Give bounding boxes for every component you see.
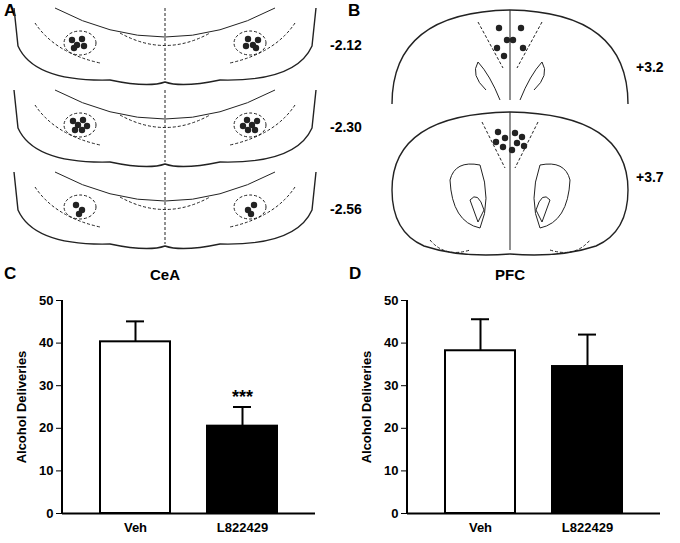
svg-text:40: 40 (39, 335, 53, 350)
svg-text:10: 10 (384, 463, 398, 478)
html-text:D: D (349, 264, 362, 283)
svg-text:40: 40 (384, 335, 398, 350)
html-text:CeA: CeA (150, 266, 180, 283)
svg-text:0: 0 (391, 506, 398, 521)
html-text:C: C (4, 264, 17, 283)
svg-text:***: *** (232, 387, 253, 407)
svg-text:20: 20 (39, 420, 53, 435)
svg-text:10: 10 (39, 463, 53, 478)
svg-text:L822429: L822429 (562, 520, 613, 535)
svg-text:+3.7: +3.7 (636, 169, 664, 185)
svg-text:30: 30 (384, 378, 398, 393)
svg-text:50: 50 (39, 293, 53, 308)
svg-text:Alcohol Deliveries: Alcohol Deliveries (359, 351, 374, 464)
svg-text:-2.12: -2.12 (330, 37, 362, 53)
svg-text:30: 30 (39, 378, 53, 393)
svg-text:0: 0 (46, 506, 53, 521)
svg-text:-2.56: -2.56 (330, 201, 362, 217)
svg-text:Alcohol Deliveries: Alcohol Deliveries (14, 351, 29, 464)
svg-text:L822429: L822429 (217, 520, 268, 535)
svg-text:+3.2: +3.2 (636, 59, 664, 75)
svg-text:-2.30: -2.30 (330, 119, 362, 135)
svg-text:A: A (4, 1, 17, 20)
html-text:PFC: PFC (495, 266, 525, 283)
svg-text:20: 20 (384, 420, 398, 435)
svg-text:Veh: Veh (469, 520, 492, 535)
svg-text:Veh: Veh (124, 520, 147, 535)
svg-text:B: B (348, 1, 360, 20)
svg-text:50: 50 (384, 293, 398, 308)
